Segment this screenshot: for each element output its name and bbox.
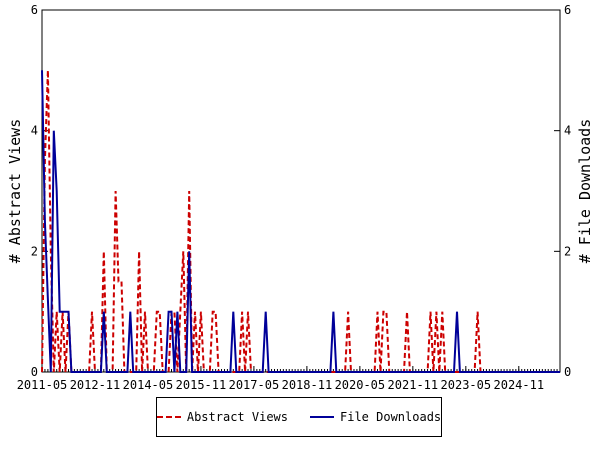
x-tick-label: 2011-05	[17, 378, 68, 392]
series-line-abstract-views	[41, 70, 560, 373]
series-line-file-downloads	[41, 70, 560, 373]
x-tick-label: 2014-05	[123, 378, 174, 392]
legend-item-abstract-views: Abstract Views	[156, 410, 288, 424]
y-tick-label-right: 0	[564, 365, 571, 379]
y-tick-label-left: 4	[31, 124, 38, 138]
legend-swatch-file-downloads	[310, 416, 334, 418]
y-axis-left-title: # Abstract Views	[6, 119, 24, 264]
legend-swatch-abstract-views	[156, 416, 181, 418]
x-axis-ticks: 2011-05 2012-11 2014-05 2015-11 2017-05 2018-…	[17, 366, 544, 392]
legend-item-file-downloads: File Downloads	[310, 410, 441, 424]
legend-label-abstract-views: Abstract Views	[186, 410, 288, 424]
x-tick-label: 2018-11	[282, 378, 333, 392]
x-tick-label: 2015-11	[176, 378, 227, 392]
legend: Abstract Views File Downloads	[156, 397, 442, 437]
y-tick-label-right: 6	[564, 3, 571, 17]
x-tick-label: 2021-11	[388, 378, 439, 392]
series-layer	[41, 70, 560, 373]
y-tick-label-left: 6	[31, 3, 38, 17]
x-tick-label: 2024-11	[494, 378, 545, 392]
y-tick-label-left: 0	[31, 365, 38, 379]
y-axis-right-title: # File Downloads	[576, 119, 594, 264]
legend-label-file-downloads: File Downloads	[340, 410, 442, 424]
y-tick-label-right: 4	[564, 124, 571, 138]
y-tick-label-right: 2	[564, 244, 571, 258]
plot-area	[41, 9, 561, 373]
x-tick-label: 2020-05	[335, 378, 386, 392]
y-tick-label-left: 2	[31, 244, 38, 258]
x-tick-label: 2017-05	[229, 378, 280, 392]
x-tick-label: 2012-11	[70, 378, 121, 392]
y-axis-ticks: 0 0 2 2 4 4 6 6	[31, 3, 571, 379]
x-tick-label: 2023-05	[441, 378, 492, 392]
